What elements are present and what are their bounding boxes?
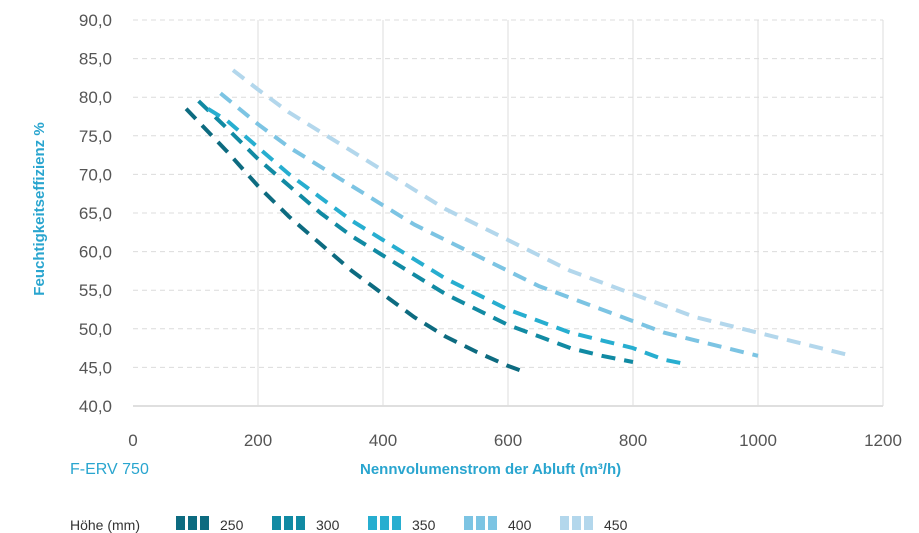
x-axis-ticks: 0 200 400 600 800 1000 1200 (128, 431, 902, 450)
y-tick-label: 50,0 (79, 320, 112, 339)
legend-swatch (200, 516, 209, 530)
x-tick-label: 1000 (739, 431, 777, 450)
y-axis-ticks: 40,0 45,0 50,0 55,0 60,0 65,0 70,0 75,0 80,0 85,0… (79, 11, 112, 416)
legend-item-400: 400 (464, 516, 532, 533)
legend-item-350: 350 (368, 516, 436, 533)
y-tick-label: 90,0 (79, 11, 112, 30)
y-tick-label: 75,0 (79, 127, 112, 146)
legend: Höhe (mm) 250 300 350 400 450 (70, 516, 628, 533)
x-tick-label: 0 (128, 431, 137, 450)
legend-swatch (464, 516, 473, 530)
legend-swatch (296, 516, 305, 530)
legend-swatch (380, 516, 389, 530)
legend-swatch (368, 516, 377, 530)
x-tick-label: 600 (494, 431, 522, 450)
y-tick-label: 70,0 (79, 165, 112, 184)
series-line-400 (219, 91, 759, 358)
legend-label: 300 (316, 517, 340, 533)
legend-label: 350 (412, 517, 436, 533)
y-tick-label: 55,0 (79, 281, 112, 300)
legend-swatch (392, 516, 401, 530)
series-lines (184, 68, 846, 375)
legend-swatch (488, 516, 497, 530)
x-tick-label: 400 (369, 431, 397, 450)
series-line-450 (231, 68, 846, 357)
y-axis-title: Feuchtigkeitseffizienz % (31, 122, 48, 295)
y-tick-label: 65,0 (79, 204, 112, 223)
legend-title: Höhe (mm) (70, 517, 140, 533)
legend-label: 400 (508, 517, 532, 533)
legend-swatch (584, 516, 593, 530)
y-tick-label: 80,0 (79, 88, 112, 107)
legend-swatch (572, 516, 581, 530)
x-axis-title: Nennvolumenstrom der Abluft (m³/h) (360, 461, 621, 478)
grid (133, 19, 884, 407)
legend-swatch (560, 516, 569, 530)
x-tick-label: 800 (619, 431, 647, 450)
y-tick-label: 40,0 (79, 397, 112, 416)
product-label: F-ERV 750 (70, 461, 149, 478)
legend-swatch (284, 516, 293, 530)
legend-swatch (476, 516, 485, 530)
series-line-300 (197, 99, 634, 364)
legend-label: 450 (604, 517, 628, 533)
legend-item-450: 450 (560, 516, 628, 533)
legend-swatch (176, 516, 185, 530)
x-tick-label: 200 (244, 431, 272, 450)
y-tick-label: 45,0 (79, 358, 112, 377)
x-tick-label: 1200 (864, 431, 902, 450)
legend-label: 250 (220, 517, 244, 533)
legend-item-250: 250 (176, 516, 244, 533)
series-line-250 (184, 107, 528, 375)
legend-swatch (188, 516, 197, 530)
legend-item-300: 300 (272, 516, 340, 533)
y-tick-label: 85,0 (79, 50, 112, 69)
series-line-350 (206, 107, 684, 366)
legend-swatch (272, 516, 281, 530)
y-tick-label: 60,0 (79, 243, 112, 262)
